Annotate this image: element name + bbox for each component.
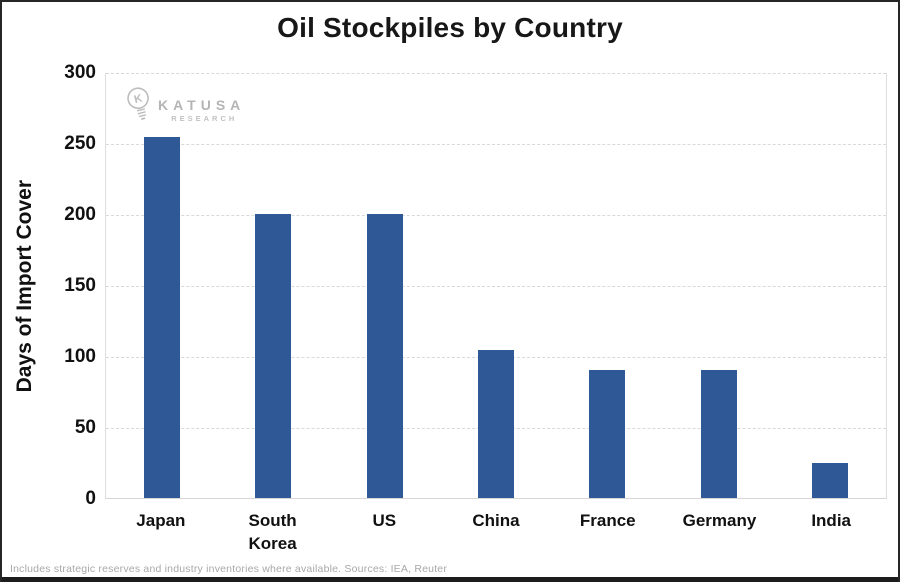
bar-us — [366, 214, 403, 498]
bar-india — [812, 462, 849, 498]
gridline-300 — [106, 73, 886, 74]
bar-japan — [143, 137, 180, 498]
y-tick-label-200: 200 — [64, 204, 96, 225]
y-tick-label-50: 50 — [74, 417, 96, 438]
x-label-us: US — [328, 510, 440, 556]
watermark-text: KATUSA RESEARCH — [158, 97, 245, 123]
plot-area: K KATUSA RESEARCH — [105, 73, 887, 499]
x-axis-labels: Japan South Korea US China France Germany Indi… — [105, 510, 887, 556]
x-label-text: China — [472, 511, 520, 530]
y-tick-label-0: 0 — [85, 488, 96, 509]
gridline-200 — [106, 215, 886, 216]
gridline-250 — [106, 144, 886, 145]
y-tick-label-250: 250 — [64, 133, 96, 154]
x-label-japan: Japan — [105, 510, 217, 556]
y-tick-label-100: 100 — [64, 346, 96, 367]
x-label-france: France — [552, 510, 664, 556]
x-label-text: India — [811, 511, 851, 530]
x-label-germany: Germany — [664, 510, 776, 556]
x-label-south-korea: South Korea — [217, 510, 329, 556]
chart-title: Oil Stockpiles by Country — [277, 12, 623, 43]
x-label-text: South Korea — [248, 511, 297, 553]
x-label-china: China — [440, 510, 552, 556]
x-label-text: France — [579, 511, 636, 530]
bar-south-korea — [255, 214, 292, 498]
bar-slot-us — [329, 73, 440, 498]
bar-france — [589, 370, 626, 498]
y-tick-label-150: 150 — [64, 275, 96, 296]
bars-row — [106, 73, 886, 498]
bar-slot-south-korea — [217, 73, 328, 498]
bar-slot-france — [552, 73, 663, 498]
bar-slot-japan — [106, 73, 217, 498]
bar-slot-india — [775, 73, 886, 498]
katusa-watermark: K KATUSA RESEARCH — [125, 87, 245, 126]
bar-germany — [700, 370, 737, 498]
y-tick-label-300: 300 — [64, 62, 96, 83]
bottom-border-strip — [2, 577, 898, 582]
lightbulb-logo-icon: K — [127, 87, 149, 120]
y-axis-ticks: 0 50 100 150 200 250 300 — [30, 62, 96, 509]
source-footnote: Includes strategic reserves and industry… — [10, 563, 448, 575]
watermark-brand: KATUSA — [158, 97, 246, 113]
bar-slot-germany — [663, 73, 774, 498]
gridline-150 — [106, 286, 886, 287]
bar-china — [477, 350, 514, 498]
svg-text:K: K — [133, 92, 144, 106]
x-label-text: US — [372, 511, 397, 530]
x-label-text: Japan — [136, 511, 186, 530]
watermark-sub: RESEARCH — [171, 114, 238, 123]
bar-slot-china — [440, 73, 551, 498]
x-label-india: India — [775, 510, 887, 556]
x-label-text: Germany — [682, 511, 757, 530]
